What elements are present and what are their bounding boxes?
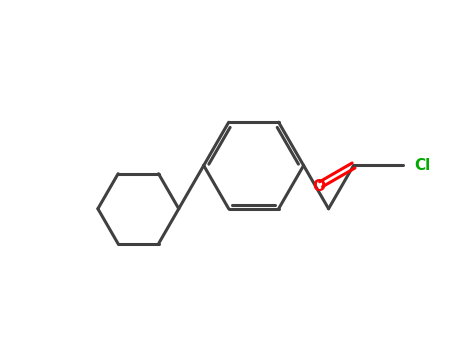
Text: O: O — [312, 179, 325, 194]
Text: Cl: Cl — [414, 158, 430, 173]
